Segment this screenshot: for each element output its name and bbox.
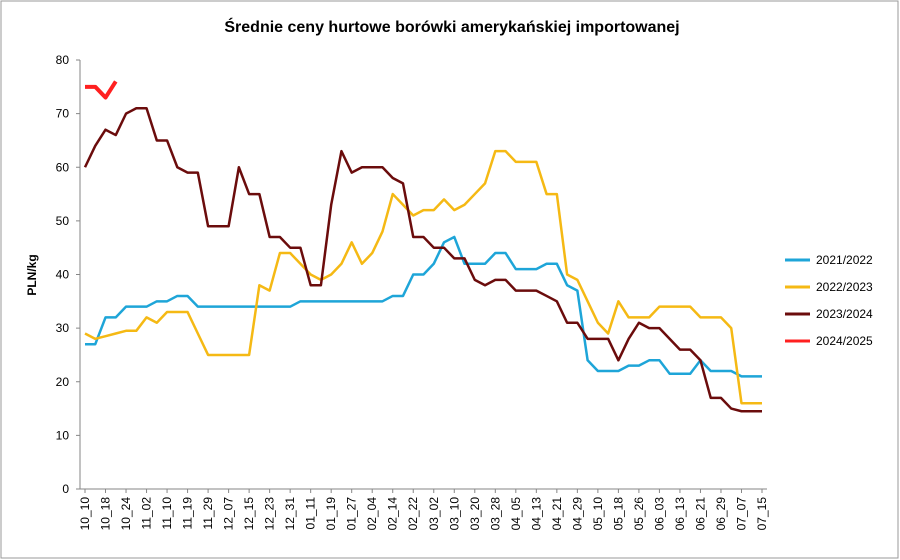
x-tick-label: 01_27 <box>345 497 359 531</box>
x-tick-label: 04_29 <box>570 497 584 531</box>
series-line <box>84 149 762 405</box>
x-tick-label: 01_19 <box>324 497 338 531</box>
y-tick-label: 60 <box>56 160 70 174</box>
y-tick-label: 0 <box>62 482 69 496</box>
series-line <box>85 80 118 100</box>
x-tick-label: 05_18 <box>611 497 625 531</box>
y-tick-label: 50 <box>56 214 70 228</box>
x-tick-label: 12_31 <box>283 497 297 531</box>
x-tick-label: 04_21 <box>550 497 564 531</box>
x-tick-label: 10_10 <box>78 497 92 531</box>
x-tick-label: 04_13 <box>529 497 543 531</box>
x-tick-label: 10_18 <box>99 497 113 531</box>
x-tick-label: 01_11 <box>304 497 318 530</box>
x-tick-label: 11_02 <box>140 497 154 530</box>
x-tick-label: 11_19 <box>181 497 195 530</box>
x-tick-label: 11_10 <box>160 497 174 530</box>
y-tick-label: 30 <box>56 321 70 335</box>
y-tick-label: 10 <box>56 428 70 442</box>
x-tick-label: 03_10 <box>447 497 461 531</box>
series-line <box>85 235 762 378</box>
x-tick-label: 06_03 <box>652 497 666 531</box>
y-tick-label: 80 <box>56 53 70 67</box>
x-tick-label: 03_28 <box>488 497 502 531</box>
x-tick-label: 12_07 <box>222 497 236 531</box>
x-tick-label: 05_26 <box>632 497 646 531</box>
legend-label: 2024/2025 <box>816 334 873 348</box>
x-tick-label: 06_29 <box>714 497 728 531</box>
x-tick-label: 06_21 <box>693 497 707 531</box>
y-axis-label: PLN/kg <box>25 254 39 295</box>
x-tick-label: 04_05 <box>509 497 523 531</box>
x-tick-label: 02_04 <box>365 497 379 531</box>
legend-label: 2023/2024 <box>816 307 873 321</box>
x-tick-label: 10_24 <box>119 497 133 531</box>
x-tick-label: 05_10 <box>591 497 605 531</box>
x-tick-label: 06_13 <box>673 497 687 531</box>
y-tick-label: 20 <box>56 375 70 389</box>
x-tick-label: 03_20 <box>468 497 482 531</box>
x-tick-label: 07_15 <box>755 497 769 531</box>
legend-label: 2021/2022 <box>816 253 873 267</box>
chart-title: Średnie ceny hurtowe borówki amerykański… <box>224 17 679 36</box>
legend-label: 2022/2023 <box>816 280 873 294</box>
y-tick-label: 70 <box>56 107 70 121</box>
x-tick-label: 11_29 <box>201 497 215 530</box>
y-tick-label: 40 <box>56 268 70 282</box>
x-tick-label: 02_22 <box>406 497 420 531</box>
series-line <box>83 107 762 413</box>
x-tick-label: 12_15 <box>242 497 256 531</box>
x-tick-label: 07_07 <box>734 497 748 531</box>
x-tick-label: 12_23 <box>263 497 277 531</box>
x-tick-label: 03_02 <box>427 497 441 531</box>
x-tick-label: 02_14 <box>386 497 400 531</box>
